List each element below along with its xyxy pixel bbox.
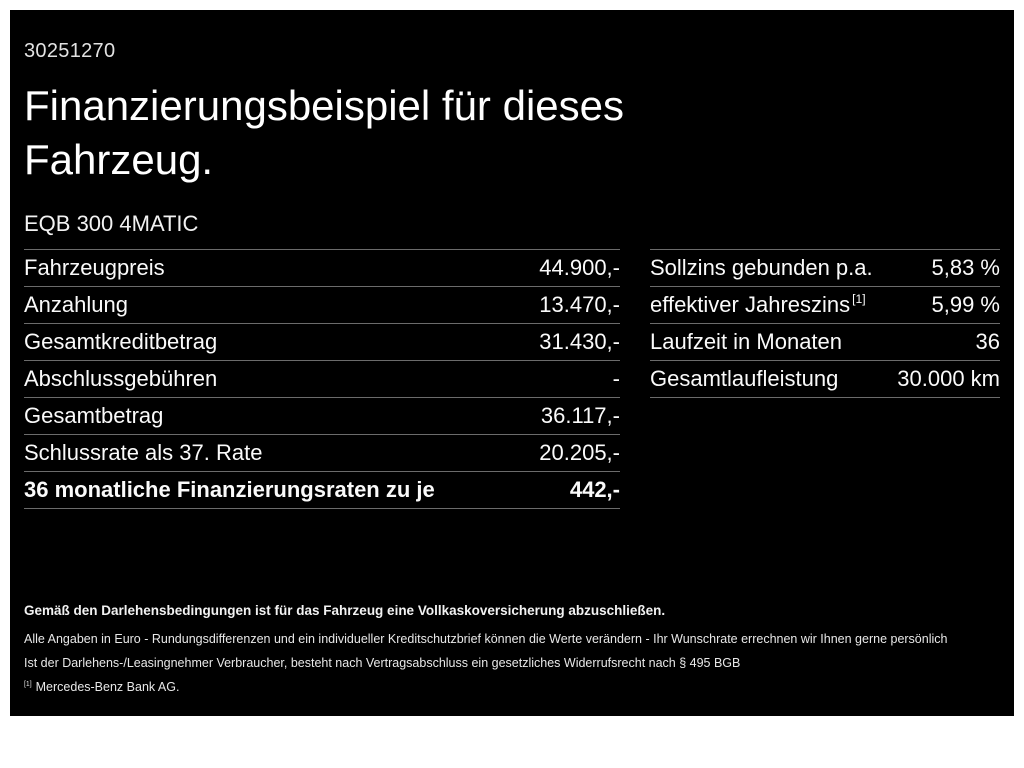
row-label: Laufzeit in Monaten bbox=[650, 328, 843, 354]
row-value: 36 bbox=[975, 328, 1000, 354]
financing-tables: Fahrzeugpreis 44.900,- Anzahlung 13.470,… bbox=[24, 248, 1000, 509]
row-label-text: effektiver Jahreszins bbox=[650, 291, 851, 317]
row-value: 31.430,- bbox=[539, 328, 620, 354]
row-value: 44.900,- bbox=[539, 254, 620, 280]
footnotes: Gemäß den Darlehensbedingungen ist für d… bbox=[24, 603, 1000, 694]
row-value: 5,83 % bbox=[931, 254, 1001, 280]
table-row: Sollzins gebunden p.a. 5,83 % bbox=[650, 250, 1000, 287]
table-row: Anzahlung 13.470,- bbox=[24, 287, 620, 324]
table-row-monthly-rate: 36 monatliche Finanzierungsraten zu je 4… bbox=[24, 472, 620, 509]
table-row: Laufzeit in Monaten 36 bbox=[650, 324, 1000, 361]
listing-id: 30251270 bbox=[24, 40, 116, 62]
row-label: Gesamtbetrag bbox=[24, 402, 164, 428]
row-label: Fahrzeugpreis bbox=[24, 254, 165, 280]
table-row: effektiver Jahreszins [1] 5,99 % bbox=[650, 287, 1000, 324]
row-label: Abschlussgebühren bbox=[24, 365, 218, 391]
row-value: - bbox=[612, 365, 620, 391]
row-value: 442,- bbox=[569, 476, 620, 502]
table-row: Gesamtkreditbetrag 31.430,- bbox=[24, 324, 620, 361]
row-label: Schlussrate als 37. Rate bbox=[24, 439, 263, 465]
row-label: effektiver Jahreszins [1] bbox=[650, 292, 866, 318]
row-label: Sollzins gebunden p.a. bbox=[650, 254, 873, 280]
footnote-marker: [1] bbox=[24, 680, 32, 688]
vehicle-model: EQB 300 4MATIC bbox=[24, 210, 199, 236]
insurance-note: Gemäß den Darlehensbedingungen ist für d… bbox=[24, 602, 666, 618]
row-value: 36.117,- bbox=[540, 402, 620, 428]
row-label: Gesamtkreditbetrag bbox=[24, 328, 218, 354]
row-label: Anzahlung bbox=[24, 291, 128, 317]
footnote-reference: [1] Mercedes-Benz Bank AG. bbox=[24, 680, 1000, 694]
footnote-line: Ist der Darlehens-/Leasingnehmer Verbrau… bbox=[24, 655, 741, 670]
row-label: 36 monatliche Finanzierungsraten zu je bbox=[24, 476, 435, 502]
row-value: 5,99 % bbox=[931, 291, 1001, 317]
table-row: Abschlussgebühren - bbox=[24, 361, 620, 398]
table-row: Fahrzeugpreis 44.900,- bbox=[24, 250, 620, 287]
row-value: 13.470,- bbox=[539, 291, 620, 317]
table-row: Gesamtbetrag 36.117,- bbox=[24, 398, 620, 435]
table-row: Gesamtlaufleistung 30.000 km bbox=[650, 361, 1000, 398]
footnote-reference-text: Mercedes-Benz Bank AG. bbox=[35, 679, 180, 694]
financing-table-left: Fahrzeugpreis 44.900,- Anzahlung 13.470,… bbox=[24, 248, 620, 509]
page-title: Finanzierungsbeispiel für dieses Fahrzeu… bbox=[24, 82, 624, 183]
financing-panel: 30251270 Finanzierungsbeispiel für diese… bbox=[10, 10, 1014, 716]
table-row: Schlussrate als 37. Rate 20.205,- bbox=[24, 435, 620, 472]
footnote-line: Alle Angaben in Euro - Rundungsdifferenz… bbox=[24, 631, 948, 646]
row-value: 20.205,- bbox=[539, 439, 620, 465]
footnote-marker: [1] bbox=[852, 292, 866, 307]
row-label: Gesamtlaufleistung bbox=[650, 365, 839, 391]
financing-table-right: Sollzins gebunden p.a. 5,83 % effektiver… bbox=[650, 248, 1000, 509]
row-value: 30.000 km bbox=[897, 365, 1000, 391]
